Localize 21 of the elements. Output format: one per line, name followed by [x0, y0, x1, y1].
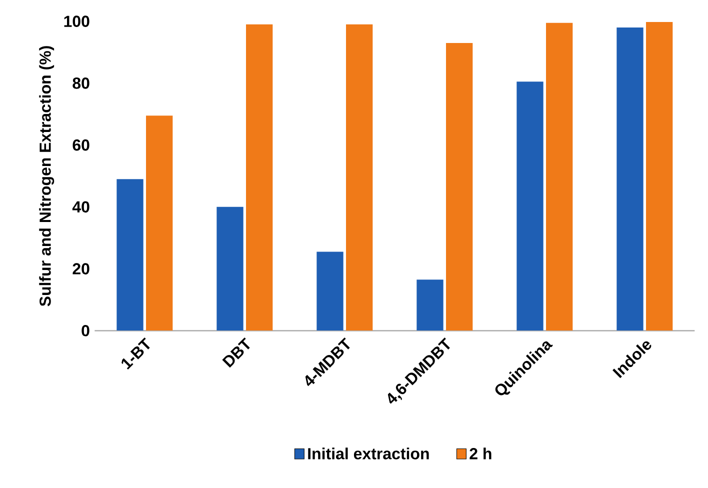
- y-tick-label: 40: [72, 201, 90, 213]
- bar: [346, 24, 373, 331]
- y-tick-label: 0: [82, 324, 90, 336]
- bar: [246, 24, 273, 331]
- y-axis-title: Sulfur and Nitrogen Extraction (%): [39, 46, 54, 306]
- bar: [446, 42, 473, 331]
- y-tick-label: 80: [72, 78, 90, 89]
- legend-label: Initial extraction: [308, 448, 429, 460]
- bar: [216, 206, 244, 331]
- bar: [616, 28, 644, 331]
- bar: [316, 252, 344, 331]
- y-tick-label: 60: [72, 139, 90, 151]
- legend-label: 2 h: [470, 448, 492, 460]
- bar: [546, 22, 573, 331]
- bar: [646, 22, 673, 331]
- bar: [416, 280, 444, 331]
- y-tick-label: 20: [72, 263, 90, 274]
- bar: [146, 116, 173, 331]
- bar: [516, 82, 544, 331]
- bar: [116, 179, 144, 331]
- y-tick-label: 100: [64, 16, 90, 27]
